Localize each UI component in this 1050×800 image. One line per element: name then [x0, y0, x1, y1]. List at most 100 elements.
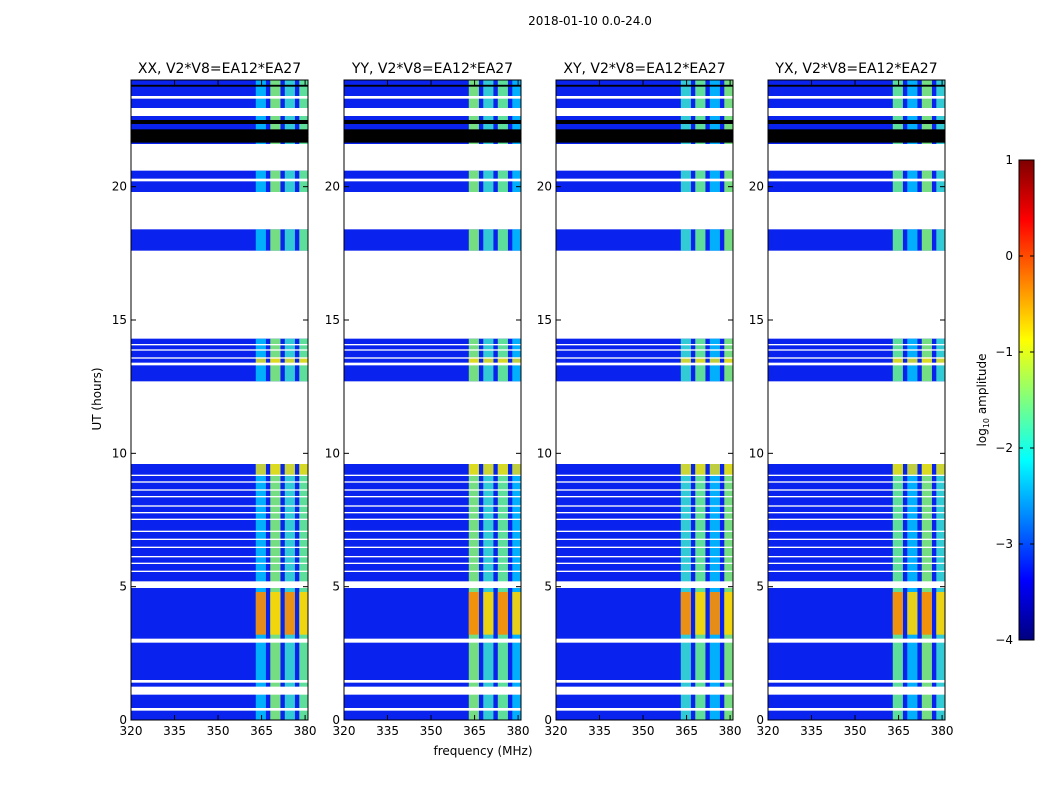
flagged-row-white — [556, 708, 733, 711]
flagged-row-white — [768, 562, 945, 564]
high-amplitude-patch — [284, 592, 295, 635]
flagged-row-white — [768, 530, 945, 532]
x-tick-label: 365 — [250, 724, 273, 738]
flagged-row-black — [131, 129, 308, 143]
high-amplitude-patch — [299, 357, 308, 366]
flagged-row-white — [768, 344, 945, 346]
rfi-channel-band — [497, 229, 508, 251]
flagged-row-black — [556, 120, 733, 124]
flagged-row-white — [768, 546, 945, 548]
x-tick-label: 380 — [507, 724, 530, 738]
colorbar-label-subscript: 10 — [982, 418, 991, 428]
y-tick-label: 10 — [112, 446, 127, 460]
flagged-row-white — [768, 357, 945, 359]
panel-frame — [767, 79, 946, 721]
flagged-row-white — [344, 489, 521, 491]
flagged-row-white — [344, 344, 521, 346]
high-amplitude-patch — [709, 357, 720, 366]
panel-plot-area — [768, 80, 945, 720]
flagged-row-white — [768, 362, 945, 366]
flagged-row-white — [768, 178, 945, 182]
flagged-row-white — [768, 481, 945, 483]
flagged-row-white — [344, 581, 521, 588]
rfi-channel-band — [284, 229, 295, 251]
flagged-row-black — [344, 84, 521, 87]
flagged-row-white — [131, 546, 308, 548]
flagged-row-white — [131, 708, 308, 711]
colorbar-gradient — [1018, 159, 1035, 641]
x-tick-label: 335 — [163, 724, 186, 738]
colorbar-tick-label: −4 — [995, 633, 1013, 647]
flagged-row-white — [556, 581, 733, 588]
flagged-row-white — [556, 556, 733, 558]
flagged-row-white — [131, 489, 308, 491]
flagged-row-black — [131, 84, 308, 87]
data-segment — [768, 229, 945, 251]
flagged-row-white — [556, 512, 733, 514]
rfi-channel-band — [709, 229, 720, 251]
x-tick-label: 335 — [376, 724, 399, 738]
flagged-row-white — [556, 505, 733, 507]
panel-title: YX, V2*V8=EA12*EA27 — [774, 61, 937, 77]
colorbar-tick-label: −3 — [995, 537, 1013, 551]
high-amplitude-patch — [512, 357, 521, 366]
panel-3: XY, V2*V8=EA12*EA27 320 335 350 365 380 0 5 10 15… — [537, 61, 742, 738]
y-tick-label: 10 — [325, 446, 340, 460]
flagged-row-white — [344, 362, 521, 366]
high-amplitude-patch — [695, 357, 706, 366]
high-amplitude-patch — [270, 357, 281, 366]
panel-title: XY, V2*V8=EA12*EA27 — [563, 61, 725, 77]
x-tick-label: 380 — [719, 724, 742, 738]
high-amplitude-patch — [936, 357, 945, 366]
y-tick-label: 15 — [749, 313, 764, 327]
rfi-channel-band — [255, 229, 266, 251]
high-amplitude-patch — [299, 464, 308, 475]
panel-plot-area — [344, 80, 521, 720]
colorbar-label-suffix: amplitude — [975, 354, 989, 418]
flagged-row-white — [131, 474, 308, 476]
flagged-row-white — [768, 581, 945, 588]
high-amplitude-patch — [892, 592, 903, 635]
y-tick-label: 0 — [332, 713, 340, 727]
y-tick-label: 10 — [537, 446, 552, 460]
flagged-row-white — [768, 108, 945, 116]
panel-frame — [555, 79, 734, 721]
colorbar-ticks: −4 −3 −2 −1 0 1 — [995, 153, 1034, 647]
x-tick-label: 320 — [545, 724, 568, 738]
flagged-row-white — [344, 538, 521, 540]
high-amplitude-patch — [497, 357, 508, 366]
high-amplitude-patch — [299, 592, 308, 635]
flagged-row-black — [768, 120, 945, 124]
x-tick-label: 350 — [207, 724, 230, 738]
y-tick-label: 5 — [119, 580, 127, 594]
y-tick-label: 15 — [325, 313, 340, 327]
panel-frame — [343, 79, 522, 721]
x-tick-label: 350 — [420, 724, 443, 738]
high-amplitude-patch — [483, 464, 494, 475]
panel-2: YY, V2*V8=EA12*EA27 320 335 350 365 380 0 5 10 15… — [325, 61, 530, 738]
y-tick-label: 20 — [749, 180, 764, 194]
flagged-row-white — [768, 512, 945, 514]
colorbar-tick-label: −1 — [995, 345, 1013, 359]
rfi-channel-band — [270, 229, 281, 251]
flagged-row-white — [131, 538, 308, 540]
data-segment — [556, 229, 733, 251]
flagged-row-white — [768, 489, 945, 491]
flagged-row-white — [768, 686, 945, 695]
flagged-row-white — [768, 496, 945, 498]
flagged-row-white — [344, 108, 521, 116]
flagged-row-white — [344, 570, 521, 572]
flagged-row-white — [131, 481, 308, 483]
flagged-row-white — [131, 349, 308, 351]
flagged-row-black — [131, 120, 308, 124]
high-amplitude-patch — [512, 592, 521, 635]
y-tick-label: 5 — [544, 580, 552, 594]
flagged-row-white — [344, 518, 521, 520]
flagged-row-white — [131, 178, 308, 182]
panel-frame — [130, 79, 309, 721]
rfi-channel-band — [724, 229, 733, 251]
flagged-row-white — [768, 570, 945, 572]
flagged-row-white — [556, 638, 733, 643]
flagged-row-black — [344, 129, 521, 143]
